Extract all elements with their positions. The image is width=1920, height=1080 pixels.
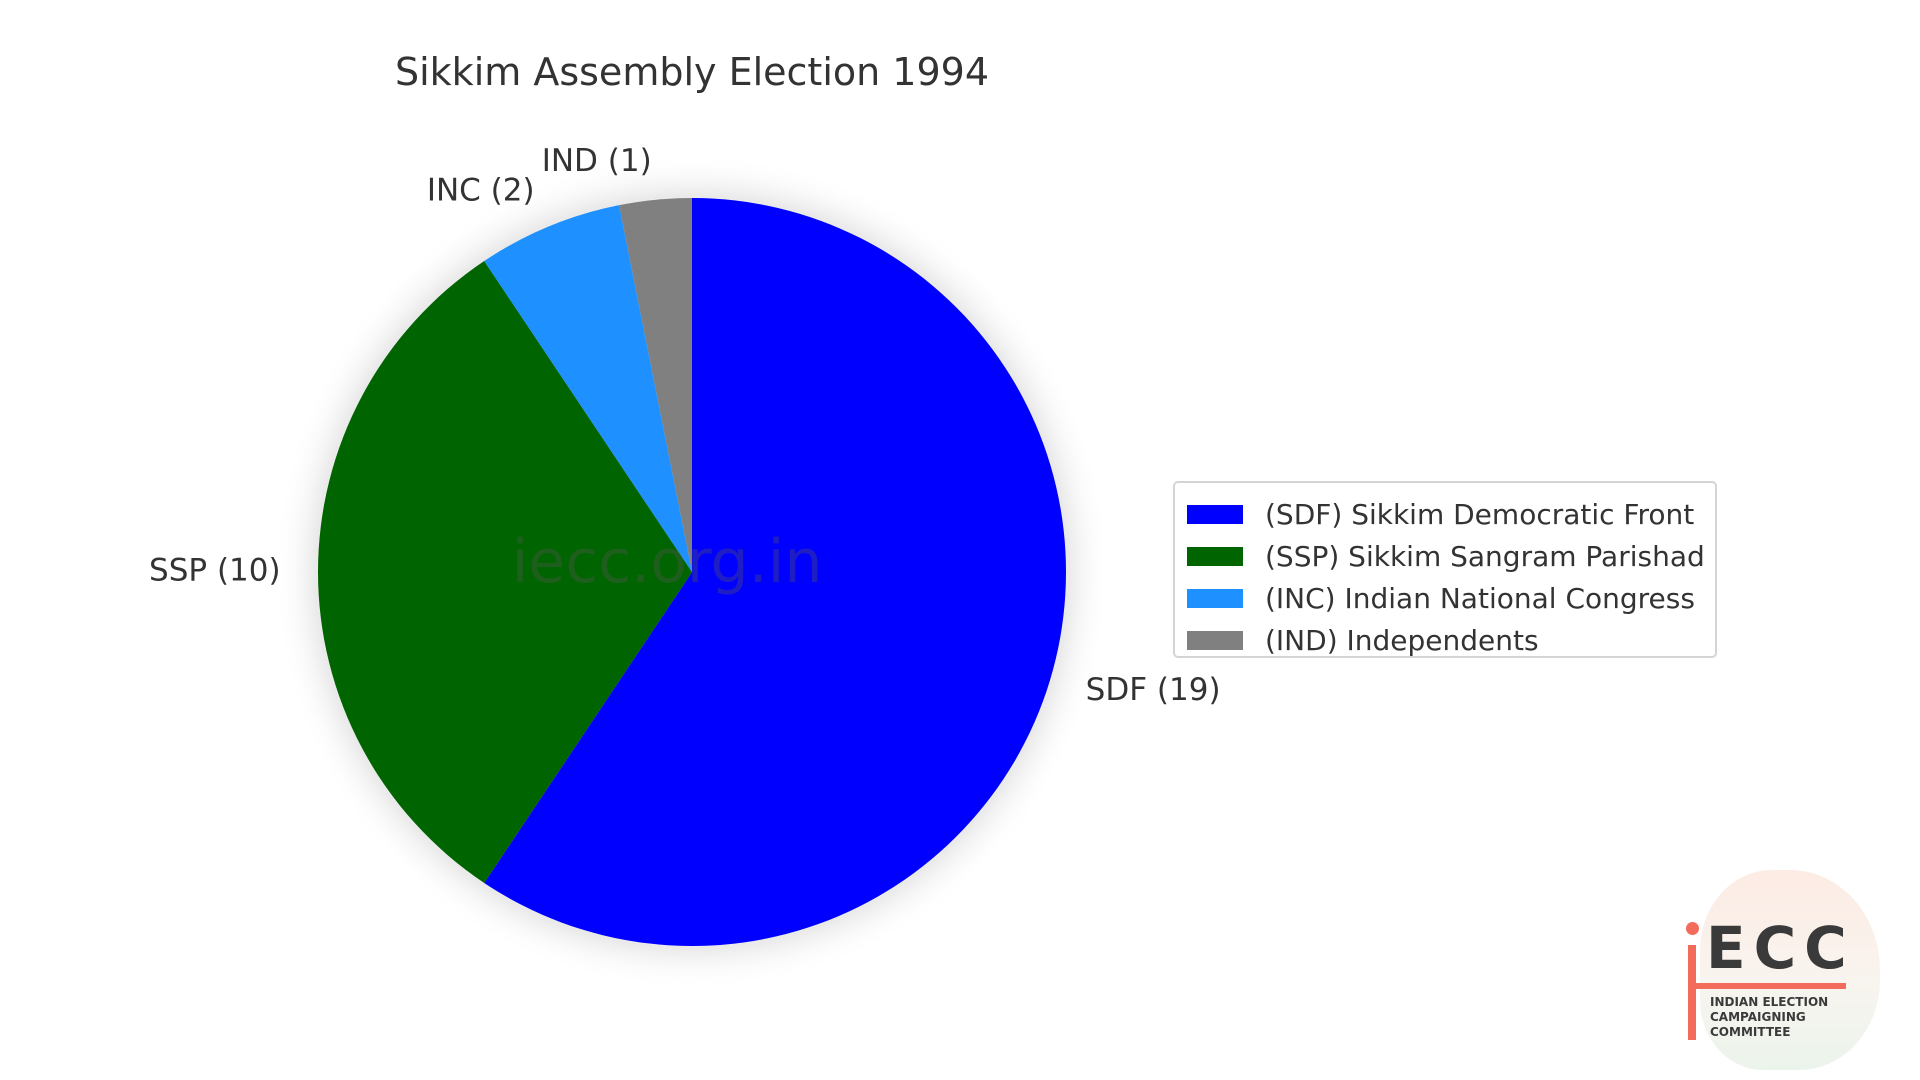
pie-slice-ssp (317, 261, 692, 883)
logo-subtitle: INDIAN ELECTION CAMPAIGNING COMMITTEE (1710, 995, 1890, 1040)
legend-swatch-sdf (1187, 504, 1243, 524)
pie-slice-inc (484, 205, 692, 572)
legend-label-ind: (IND) Independents (1265, 623, 1539, 657)
logo-bar (1688, 945, 1696, 1040)
legend-item-ssp: (SSP) Sikkim Sangram Parishad (1187, 535, 1715, 577)
logo-dot (1686, 922, 1699, 935)
watermark-text: iecc.org.in (512, 527, 823, 597)
chart-legend: (SDF) Sikkim Democratic Front (SSP) Sikki… (1173, 481, 1717, 658)
legend-label-ssp: (SSP) Sikkim Sangram Parishad (1265, 539, 1705, 573)
slice-label-ind: IND (1) (542, 143, 652, 179)
legend-item-inc: (INC) Indian National Congress (1187, 577, 1715, 619)
legend-label-sdf: (SDF) Sikkim Democratic Front (1265, 497, 1695, 531)
legend-swatch-inc (1187, 588, 1243, 608)
legend-item-ind: (IND) Independents (1187, 619, 1715, 661)
logo-underline (1696, 983, 1846, 989)
pie-slices (317, 198, 1066, 946)
chart-title: Sikkim Assembly Election 1994 (395, 50, 989, 94)
legend-swatch-ind (1187, 630, 1243, 650)
pie-slice-ind (619, 198, 692, 572)
logo-subtitle-line1: INDIAN ELECTION (1710, 995, 1829, 1009)
legend-swatch-ssp (1187, 546, 1243, 566)
logo-map-background (1700, 870, 1880, 1070)
slice-label-ssp: SSP (10) (149, 553, 281, 589)
iecc-logo: ECC INDIAN ELECTION CAMPAIGNING COMMITTE… (1680, 870, 1890, 1070)
logo-subtitle-line2: CAMPAIGNING COMMITTEE (1710, 1010, 1806, 1039)
logo-letters: ECC (1706, 914, 1855, 982)
legend-item-sdf: (SDF) Sikkim Democratic Front (1187, 493, 1715, 535)
pie-slice-sdf (484, 198, 1066, 946)
pie-labels: SDF (19) SSP (10) INC (2)IND (1) (149, 143, 1221, 708)
slice-label-sdf: SDF (19) (1086, 672, 1221, 708)
legend-label-inc: (INC) Indian National Congress (1265, 581, 1695, 615)
slice-label-inc: INC (2) (427, 172, 535, 208)
